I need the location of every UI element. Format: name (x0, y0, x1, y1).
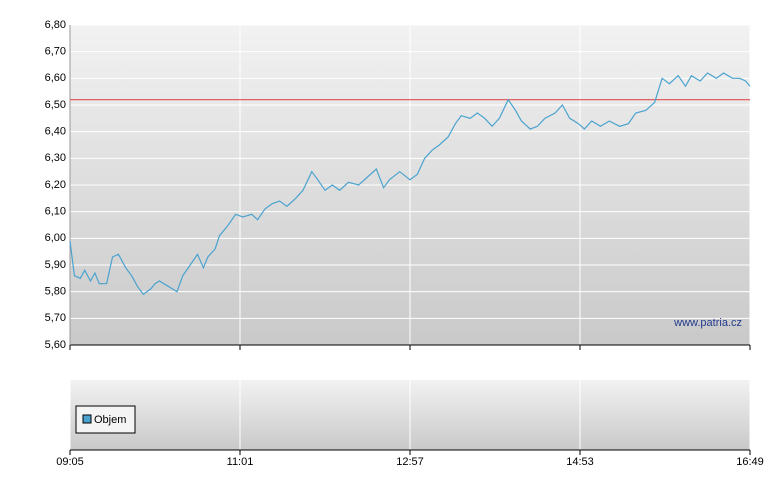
x-tick-label: 16:49 (736, 456, 764, 468)
y-tick-label: 5,80 (45, 286, 66, 298)
legend: Objem (75, 405, 136, 434)
y-tick-label: 5,90 (45, 259, 66, 271)
legend-swatch (82, 414, 92, 424)
x-tick-label: 14:53 (566, 456, 594, 468)
y-tick-label: 6,60 (45, 72, 66, 84)
y-tick-label: 6,30 (45, 152, 66, 164)
y-tick-label: 6,00 (45, 232, 66, 244)
y-tick-label: 6,40 (45, 126, 66, 138)
x-tick-label: 11:01 (227, 456, 254, 468)
legend-label: Objem (94, 414, 126, 426)
y-tick-label: 6,80 (45, 19, 66, 31)
y-tick-label: 6,20 (45, 179, 66, 191)
y-tick-label: 5,60 (45, 339, 66, 351)
y-tick-label: 5,70 (45, 312, 66, 324)
price-line (69, 72, 751, 296)
x-tick-label: 09:05 (56, 456, 84, 468)
annotation: www.patria.cz (673, 317, 742, 329)
y-tick-label: 6,50 (45, 99, 66, 111)
y-tick-label: 6,70 (45, 46, 66, 58)
x-tick-label: 12:57 (396, 456, 424, 468)
y-tick-label: 6,10 (45, 206, 66, 218)
